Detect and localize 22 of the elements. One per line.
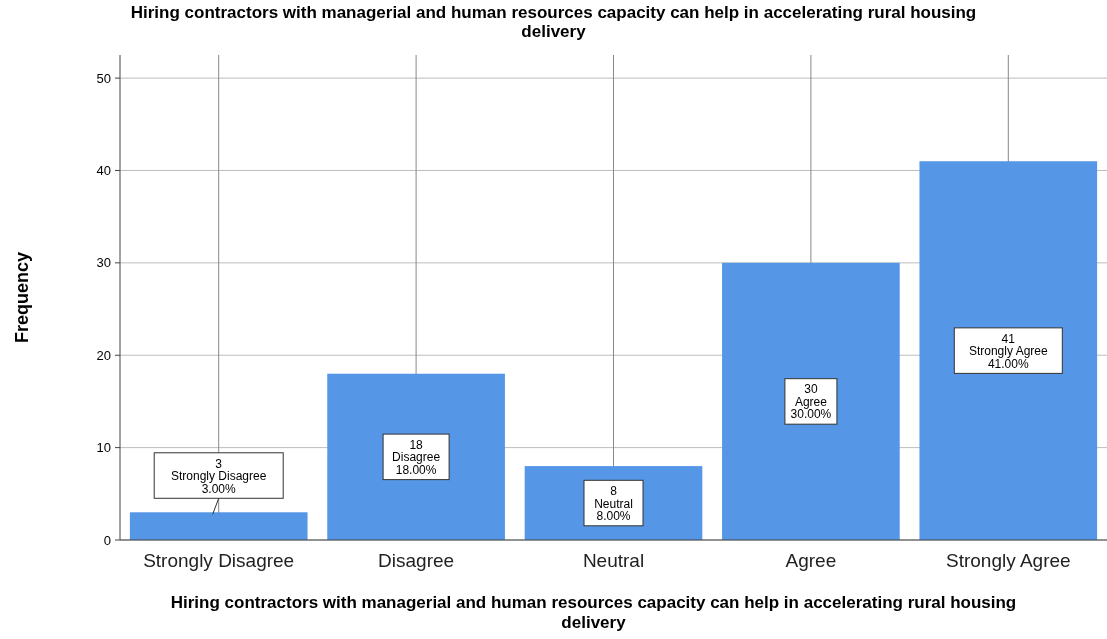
bar: [129, 512, 308, 540]
chart-title: Hiring contractors with managerial and human resources capacity can help in accelerating rural housing delivery: [130, 3, 977, 41]
x-tick-label: Strongly Agree: [945, 550, 1071, 571]
y-tick-label: 20: [96, 347, 111, 363]
x-axis-title: Hiring contractors with managerial and human resources capacity can help in accelerating rural housing delivery: [170, 593, 1017, 632]
x-tick-label: Strongly Disagree: [143, 550, 295, 571]
y-axis-title: Frequency: [12, 251, 32, 344]
y-tick-label: 40: [96, 163, 111, 179]
bar: [722, 262, 900, 540]
data-label: 8 Neutral 8.00%: [594, 484, 633, 524]
y-tick-label: 10: [96, 440, 111, 456]
x-tick-label: Agree: [785, 550, 837, 571]
y-tick-label: 30: [96, 255, 111, 271]
data-label: 3 Strongly Disagree 3.00%: [171, 456, 267, 496]
data-label: 30 Agree 30.00%: [790, 382, 832, 422]
y-tick-label: 50: [96, 70, 111, 86]
data-label: 18 Disagree 18.00%: [392, 437, 441, 477]
data-label: 41 Strongly Agree 41.00%: [968, 331, 1048, 371]
y-tick-label: 0: [103, 532, 111, 548]
x-tick-label: Disagree: [378, 550, 455, 571]
bar: [919, 161, 1098, 540]
x-tick-label: Neutral: [582, 550, 645, 571]
